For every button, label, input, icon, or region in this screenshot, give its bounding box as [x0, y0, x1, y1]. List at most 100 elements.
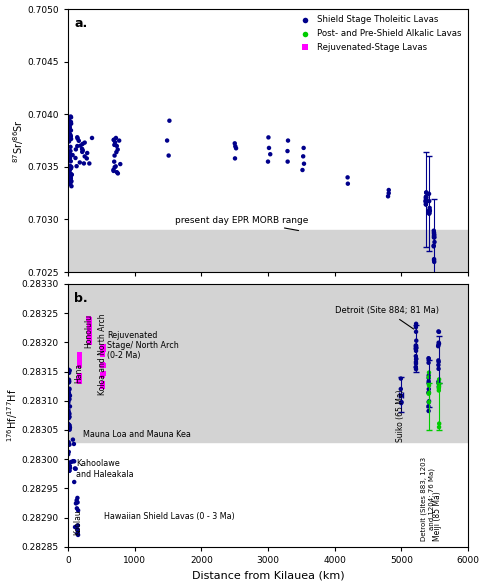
Point: [98, 343, 106, 352]
Point: [422, 193, 429, 202]
Point: [76, 350, 83, 359]
Point: [411, 344, 419, 353]
Point: [434, 382, 442, 391]
Point: [99, 361, 107, 370]
Point: [65, 389, 73, 398]
Point: [115, 136, 123, 145]
Point: [424, 353, 432, 363]
Point: [65, 447, 73, 456]
Point: [65, 171, 73, 180]
Point: [421, 196, 429, 206]
Point: [67, 163, 75, 173]
Point: [298, 165, 306, 175]
Point: [264, 157, 272, 166]
Point: [78, 147, 86, 156]
Point: [396, 398, 404, 408]
Point: [424, 379, 432, 388]
Point: [65, 438, 73, 447]
Point: [65, 394, 73, 404]
Point: [434, 340, 441, 350]
Point: [425, 203, 433, 213]
Point: [65, 385, 73, 394]
Bar: [68, 230, 467, 272]
Point: [66, 179, 74, 188]
Point: [85, 321, 93, 331]
Point: [424, 384, 432, 394]
Point: [67, 119, 75, 128]
Y-axis label: $^{87}$Sr/$^{86}$Sr: $^{87}$Sr/$^{86}$Sr: [11, 118, 26, 162]
Text: Honolulu: Honolulu: [84, 314, 93, 348]
Point: [66, 425, 74, 434]
Point: [66, 154, 74, 163]
Point: [264, 132, 272, 142]
Text: Rejuvenated
Stage/ North Arch
(0-2 Ma): Rejuvenated Stage/ North Arch (0-2 Ma): [107, 331, 179, 360]
Point: [434, 423, 442, 432]
Text: Hana: Hana: [74, 363, 83, 383]
Point: [435, 419, 442, 428]
Point: [65, 391, 73, 401]
Point: [112, 162, 120, 171]
Point: [73, 132, 81, 142]
Point: [66, 126, 74, 135]
Point: [72, 499, 80, 508]
Point: [65, 126, 73, 135]
Point: [114, 169, 121, 178]
Point: [411, 354, 419, 363]
Point: [65, 116, 73, 125]
Bar: [68, 284, 467, 442]
Point: [66, 119, 74, 128]
Point: [283, 146, 291, 156]
Point: [85, 331, 93, 340]
Point: [429, 228, 437, 237]
Point: [65, 130, 73, 139]
Point: [429, 229, 437, 238]
Point: [434, 384, 442, 393]
Point: [110, 151, 118, 160]
Point: [231, 142, 239, 151]
Point: [76, 360, 83, 370]
Point: [65, 122, 73, 131]
Point: [411, 362, 419, 372]
Point: [67, 457, 75, 466]
Point: [75, 376, 83, 385]
Point: [421, 193, 429, 202]
Point: [300, 159, 307, 168]
Point: [71, 522, 79, 532]
Point: [66, 366, 74, 375]
Point: [66, 123, 74, 132]
Point: [111, 138, 119, 147]
Point: [66, 164, 74, 173]
Point: [384, 185, 392, 195]
Point: [424, 388, 432, 397]
Point: [411, 322, 419, 332]
Point: [71, 464, 79, 473]
Point: [83, 154, 91, 163]
Point: [384, 189, 392, 198]
Point: [424, 209, 432, 219]
Point: [231, 154, 239, 163]
Point: [411, 336, 419, 345]
Point: [429, 241, 437, 251]
Point: [424, 206, 432, 215]
Point: [429, 241, 437, 250]
Point: [112, 148, 120, 157]
Point: [411, 364, 419, 374]
Point: [343, 173, 351, 182]
Point: [67, 113, 75, 122]
Point: [65, 377, 73, 387]
Point: [343, 179, 351, 188]
Point: [114, 145, 121, 154]
Point: [65, 408, 73, 417]
Point: [411, 357, 419, 367]
Point: [74, 134, 81, 143]
Point: [424, 196, 432, 206]
Point: [99, 361, 106, 370]
Point: [434, 338, 441, 347]
Point: [65, 113, 73, 122]
Text: Detroit (Site 884; 81 Ma): Detroit (Site 884; 81 Ma): [334, 306, 438, 329]
Text: Kahoolawe
and Haleakala: Kahoolawe and Haleakala: [76, 459, 134, 479]
Point: [66, 174, 74, 183]
Point: [65, 377, 73, 387]
Point: [74, 529, 81, 539]
Point: [65, 114, 73, 124]
